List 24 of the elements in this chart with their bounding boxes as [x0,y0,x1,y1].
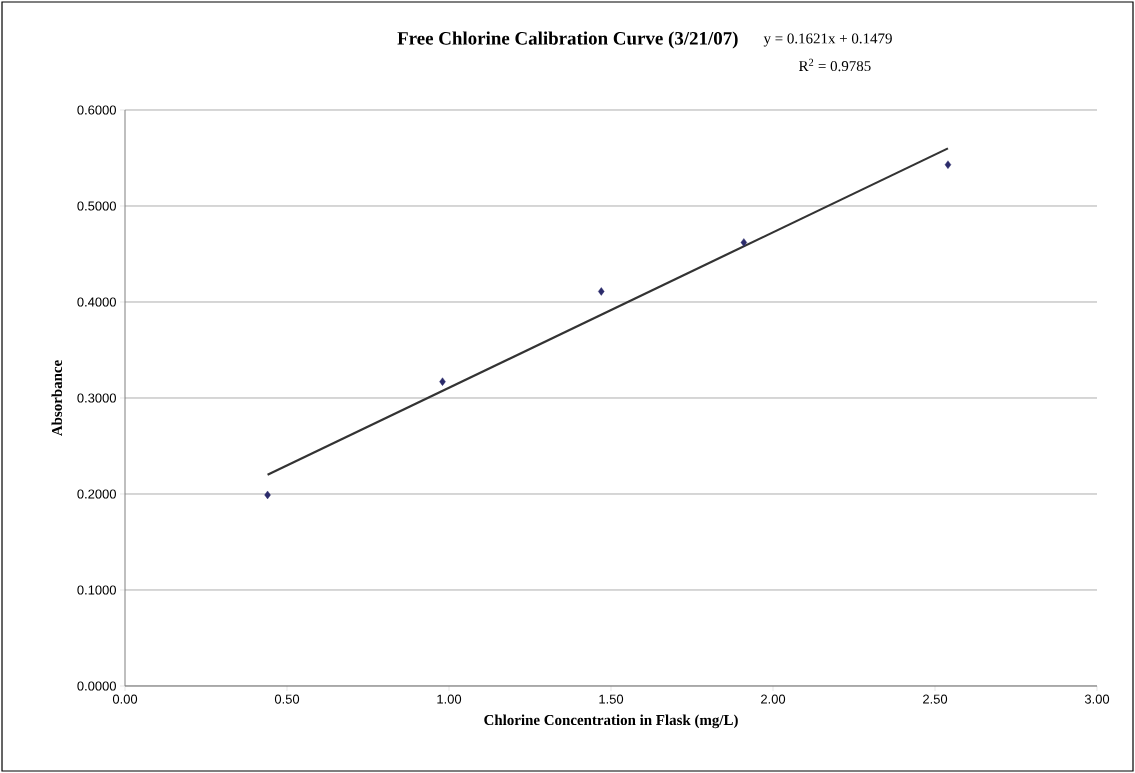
x-axis-title: Chlorine Concentration in Flask (mg/L) [484,714,738,729]
point [944,160,952,169]
y-tick-label: 0.5000 [77,201,116,211]
y-tick-label: 0.1000 [77,585,116,595]
y-tick-label: 0.0000 [77,681,116,691]
y-axis-title: Absorbance [51,360,63,437]
x-tick-label: 2.00 [761,694,786,704]
y-tick-label: 0.2000 [77,489,116,499]
point [439,377,446,386]
x-tick-label: 1.00 [437,694,462,704]
text: y = 0.1621x + 0.1479 [763,33,892,47]
point [598,287,605,296]
text: R$^{2}$ = 0.9785 [798,58,871,72]
y-tick-label: 0.4000 [77,297,116,307]
point [264,490,271,500]
y-tick-label: 0.3000 [77,393,116,403]
chart-title: Free Chlorine Calibration Curve (3/21/07) [397,31,738,49]
x-tick-label: 3.00 [1084,694,1110,704]
x-tick-label: 2.50 [923,694,948,704]
x-tick-label: 0.00 [112,694,138,704]
y-tick-label: 0.6000 [77,105,116,115]
x-tick-label: 1.50 [599,694,624,704]
point [740,238,748,247]
x-tick-label: 0.50 [274,694,300,704]
